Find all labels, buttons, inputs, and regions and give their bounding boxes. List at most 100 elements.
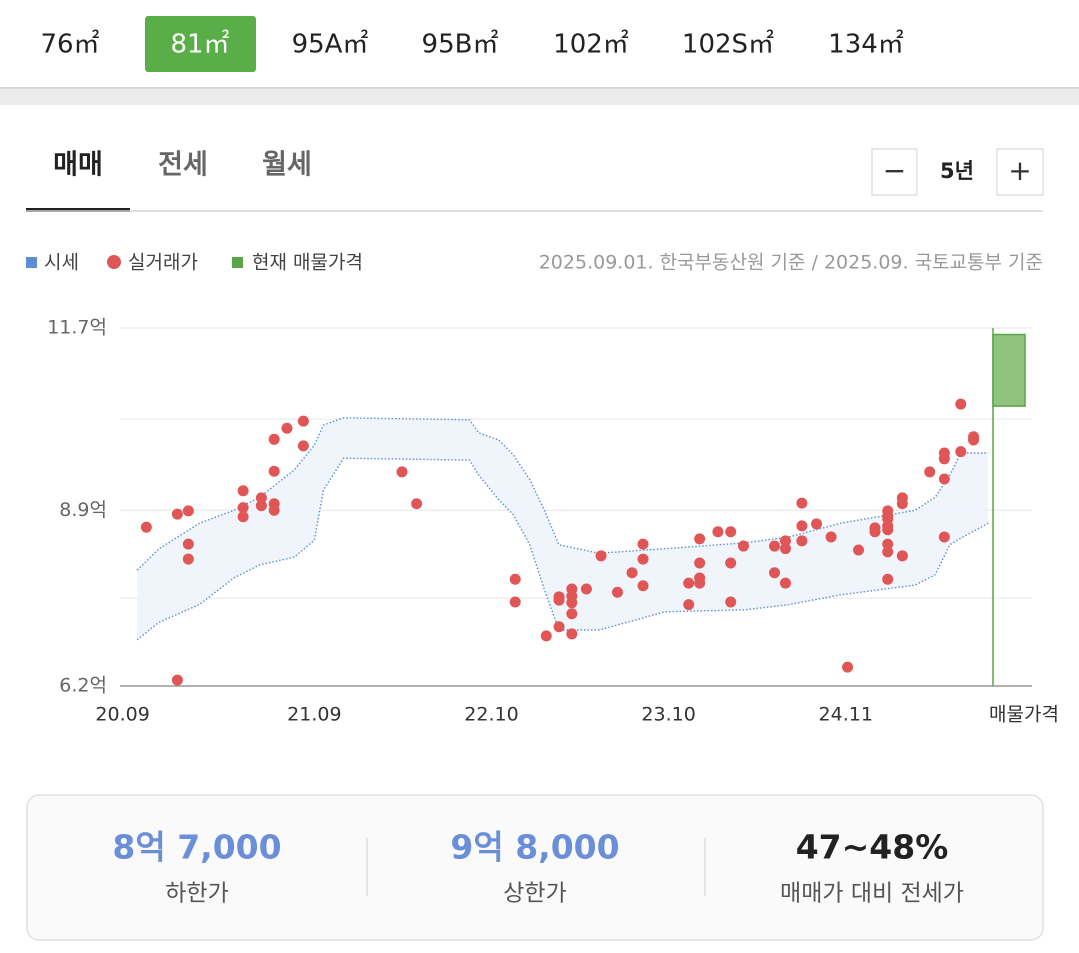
trade-point	[825, 531, 837, 543]
trade-point	[237, 511, 249, 523]
area-tab[interactable]: 95B㎡	[422, 30, 499, 60]
trade-point	[955, 398, 967, 410]
trade-point	[896, 498, 908, 510]
trade-point	[725, 596, 737, 608]
summary: 8억 7,000 하한가 9억 8,000 상한가 47~48% 매매가 대비 전세가	[112, 828, 964, 907]
summary-value: 8억 7,000	[112, 828, 281, 867]
trade-tab[interactable]: 전세	[158, 150, 208, 181]
trade-point	[725, 557, 737, 569]
area-tab[interactable]: 102S㎡	[682, 30, 774, 60]
summary-label: 하한가	[165, 881, 228, 907]
summary-box	[26, 794, 1044, 941]
trade-point	[769, 540, 781, 552]
summary-value: 47~48%	[796, 828, 949, 867]
trade-tabs: 매매 전세 월세	[26, 150, 312, 212]
trade-point	[842, 661, 854, 673]
y-tick-label: 6.2억	[59, 675, 107, 697]
trade-point	[882, 573, 894, 585]
area-tab[interactable]: 81㎡	[170, 30, 229, 60]
period-label: 5년	[940, 159, 974, 183]
trade-point	[694, 577, 706, 589]
trade-point	[255, 500, 267, 512]
area-tab[interactable]: 102㎡	[553, 30, 629, 60]
legend-swatch	[107, 255, 121, 269]
period-minus-button[interactable]	[871, 148, 918, 196]
trade-point	[882, 538, 894, 550]
legend-label: 시세	[44, 252, 79, 274]
legend-label: 실거래가	[128, 252, 198, 274]
trade-point	[694, 533, 706, 545]
trade-point	[637, 580, 649, 592]
trade-point	[611, 586, 623, 598]
trade-point	[683, 599, 695, 611]
summary-value: 9억 8,000	[450, 828, 619, 867]
trade-point	[297, 440, 309, 452]
trade-point	[938, 453, 950, 465]
trade-point	[566, 628, 578, 640]
trade-tab[interactable]: 매매	[53, 150, 103, 181]
legend-swatch	[26, 257, 37, 268]
trade-point	[811, 518, 823, 530]
area-tab[interactable]: 76㎡	[40, 30, 99, 60]
legend-swatch	[232, 257, 243, 268]
period-plus-button[interactable]	[996, 148, 1044, 196]
source-note: 2025.09.01. 한국부동산원 기준 / 2025.09. 국토교통부 기…	[539, 252, 1043, 274]
area-tab[interactable]: 134㎡	[828, 30, 904, 60]
trade-point	[237, 502, 249, 514]
trade-point	[509, 573, 521, 585]
trade-point	[566, 597, 578, 609]
band-fill	[137, 417, 989, 640]
trade-point	[853, 544, 865, 556]
trade-point	[796, 497, 808, 509]
x-tick-label: 20.09	[95, 704, 149, 726]
y-tick-label: 11.7억	[47, 317, 107, 339]
trade-tab[interactable]: 월세	[262, 150, 312, 181]
legend-label: 현재 매물가격	[252, 252, 363, 274]
x-tick-label: 24.11	[819, 704, 873, 726]
section-divider	[0, 89, 1079, 105]
trade-tab-underline	[26, 208, 130, 212]
trade-point	[626, 567, 638, 579]
trade-point	[955, 446, 967, 458]
trade-point	[540, 630, 552, 642]
trade-point	[553, 594, 565, 606]
trade-point	[268, 504, 280, 516]
trade-point	[140, 521, 152, 533]
trade-point	[637, 538, 649, 550]
trade-point	[896, 550, 908, 562]
band-lower	[136, 457, 989, 641]
chart: 11.7억 8.9억 6.2억 20.09 21.09 22.10 23.10 24.11 매물…	[47, 317, 1059, 726]
trade-point	[396, 466, 408, 478]
trade-point	[869, 526, 881, 538]
trade-point	[882, 546, 894, 558]
trade-point	[182, 505, 194, 517]
x-tick-label: 22.10	[464, 704, 518, 726]
trade-point	[580, 583, 592, 595]
trade-point	[779, 543, 791, 555]
trade-point	[796, 535, 808, 547]
trade-point	[509, 596, 521, 608]
trade-point	[769, 567, 781, 579]
trade-point	[411, 498, 423, 510]
listing-range	[992, 333, 1026, 407]
trade-point	[779, 535, 791, 547]
trade-point	[237, 485, 249, 497]
x-tick-label: 매물가격	[989, 704, 1059, 726]
x-tick-label: 21.09	[287, 704, 341, 726]
trade-point	[281, 422, 293, 434]
trade-point	[779, 577, 791, 589]
trade-point	[268, 465, 280, 477]
trade-point	[297, 415, 309, 427]
summary-label: 상한가	[503, 881, 566, 907]
summary-label: 매매가 대비 전세가	[780, 881, 964, 907]
trade-point	[938, 473, 950, 485]
trade-point	[737, 540, 749, 552]
area-tab[interactable]: 95A㎡	[292, 30, 369, 60]
area-tab-active-bg[interactable]	[145, 16, 256, 72]
trade-point	[725, 526, 737, 538]
trade-point	[171, 508, 183, 520]
period-minus: −	[883, 154, 906, 187]
trade-point	[182, 553, 194, 565]
